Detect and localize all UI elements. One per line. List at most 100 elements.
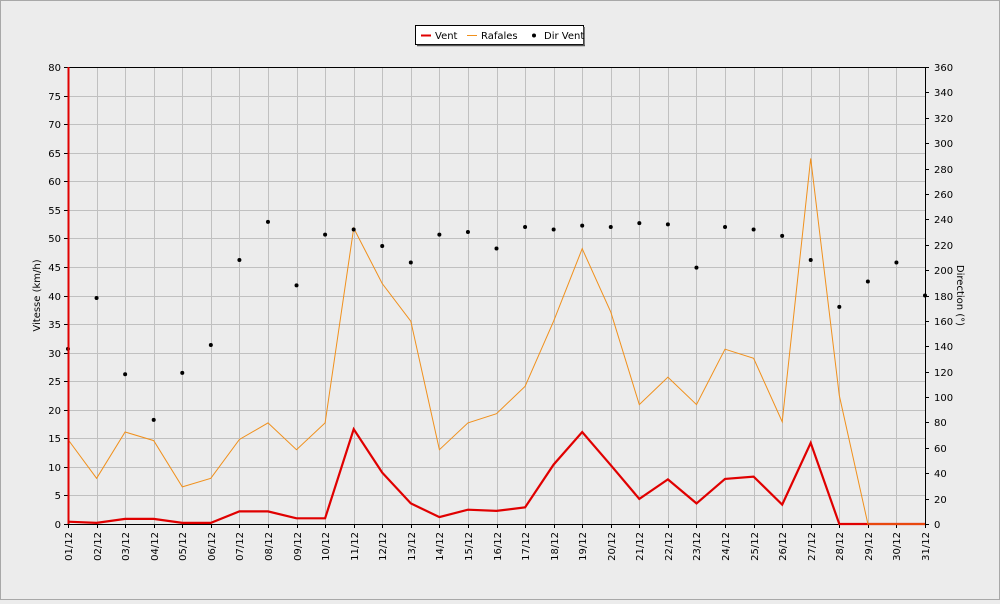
y2-tick-label: 60: [934, 444, 947, 455]
x-tick-label: 12/12: [378, 532, 389, 561]
data-point: [295, 283, 299, 287]
y2-tick-label: 240: [934, 215, 953, 226]
x-tick-label: 23/12: [692, 532, 703, 561]
data-point: [152, 418, 156, 422]
y-tick-label: 75: [48, 92, 61, 103]
legend-label: Dir Vent: [544, 31, 584, 42]
y-tick-label: 65: [48, 149, 61, 160]
y2-tick-label: 40: [934, 469, 947, 480]
data-point: [352, 227, 356, 231]
y-tick-label: 40: [48, 292, 61, 303]
x-tick-label: 29/12: [864, 532, 875, 561]
x-tick-label: 10/12: [321, 532, 332, 561]
y2-tick-label: 20: [934, 495, 947, 506]
x-tick-label: 24/12: [721, 532, 732, 561]
data-point: [123, 372, 127, 376]
x-tick-label: 04/12: [150, 532, 161, 561]
x-tick-label: 15/12: [464, 532, 475, 561]
data-point: [580, 224, 584, 228]
y-tick-label: 70: [48, 120, 61, 131]
y2-tick-label: 80: [934, 418, 947, 429]
data-point: [894, 260, 898, 264]
data-point: [266, 220, 270, 224]
data-point: [552, 227, 556, 231]
data-point: [637, 221, 641, 225]
y2-tick-label: 200: [934, 266, 953, 277]
y2-tick-label: 140: [934, 342, 953, 353]
legend: Vent Rafales Dir Vent: [416, 26, 586, 46]
y2-tick-label: 120: [934, 368, 953, 379]
y-tick-label: 55: [48, 206, 61, 217]
data-point: [409, 260, 413, 264]
y2-tick-label: 160: [934, 317, 953, 328]
data-point: [752, 227, 756, 231]
x-tick-label: 16/12: [493, 532, 504, 561]
data-point: [866, 280, 870, 284]
y-tick-label: 20: [48, 406, 61, 417]
y-tick-label: 50: [48, 234, 61, 245]
data-point: [495, 247, 499, 251]
x-tick-label: 21/12: [635, 532, 646, 561]
y-tick-label: 0: [55, 520, 61, 531]
y2-tick-label: 260: [934, 190, 953, 201]
legend-swatch: [532, 34, 536, 38]
y-tick-label: 45: [48, 263, 61, 274]
data-point: [466, 230, 470, 234]
y2-tick-label: 280: [934, 165, 953, 176]
data-point: [666, 222, 670, 226]
x-tick-label: 18/12: [550, 532, 561, 561]
y-tick-label: 10: [48, 463, 61, 474]
data-point: [209, 343, 213, 347]
x-tick-label: 26/12: [778, 532, 789, 561]
data-point: [609, 225, 613, 229]
data-point: [95, 296, 99, 300]
x-tick-label: 31/12: [921, 532, 932, 561]
legend-label: Vent: [435, 31, 458, 42]
x-tick-label: 19/12: [578, 532, 589, 561]
x-tick-label: 30/12: [892, 532, 903, 561]
x-tick-label: 01/12: [64, 532, 75, 561]
y-tick-label: 80: [48, 63, 61, 74]
y-tick-label: 35: [48, 320, 61, 331]
y2-tick-label: 360: [934, 63, 953, 74]
data-point: [523, 225, 527, 229]
data-point: [694, 266, 698, 270]
y2-tick-label: 100: [934, 393, 953, 404]
x-tick-label: 27/12: [807, 532, 818, 561]
y-tick-label: 25: [48, 377, 61, 388]
x-tick-label: 25/12: [750, 532, 761, 561]
y2-tick-label: 220: [934, 241, 953, 252]
data-point: [923, 294, 927, 298]
y2-tick-label: 300: [934, 139, 953, 150]
data-point: [323, 233, 327, 237]
data-point: [237, 258, 241, 262]
y-tick-label: 15: [48, 434, 61, 445]
x-tick-label: 13/12: [407, 532, 418, 561]
y2-tick-label: 0: [934, 520, 940, 531]
plot-area: [68, 67, 925, 524]
data-point: [780, 234, 784, 238]
y-tick-label: 60: [48, 177, 61, 188]
x-tick-label: 17/12: [521, 532, 532, 561]
y2-tick-label: 180: [934, 292, 953, 303]
data-point: [837, 305, 841, 309]
data-point: [437, 233, 441, 237]
y2-tick-label: 340: [934, 88, 953, 99]
data-point: [380, 244, 384, 248]
x-tick-label: 05/12: [178, 532, 189, 561]
data-point: [809, 258, 813, 262]
y2-tick-label: 320: [934, 114, 953, 125]
x-tick-label: 22/12: [664, 532, 675, 561]
x-tick-label: 20/12: [607, 532, 618, 561]
data-point: [723, 225, 727, 229]
x-tick-label: 08/12: [264, 532, 275, 561]
y-axis-title: Vitesse (km/h): [32, 259, 43, 331]
legend-label: Rafales: [481, 31, 518, 42]
x-tick-label: 14/12: [435, 532, 446, 561]
y-tick-label: 30: [48, 349, 61, 360]
x-tick-label: 11/12: [350, 532, 361, 561]
x-tick-label: 02/12: [93, 532, 104, 561]
y-tick-label: 5: [55, 491, 61, 502]
